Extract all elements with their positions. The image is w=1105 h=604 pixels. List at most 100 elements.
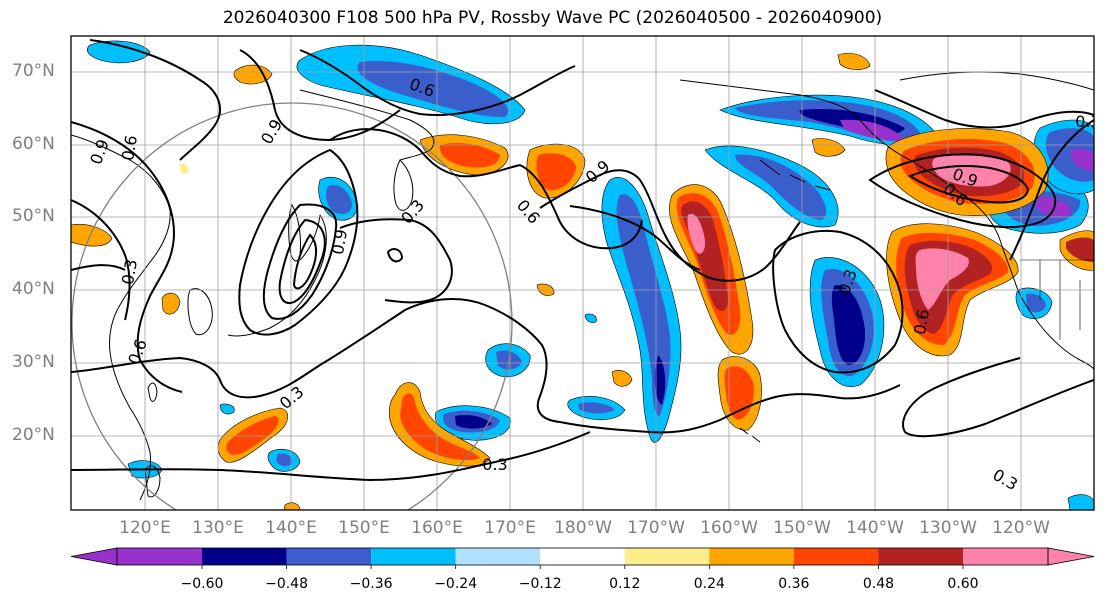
- lat-tick-label: 40°N: [12, 279, 55, 299]
- lon-tick-label: 150°W: [773, 518, 831, 538]
- pv-contours: [71, 39, 1094, 482]
- contour-small-loop: [386, 248, 404, 263]
- colorbar-segment: [624, 548, 710, 565]
- pos-anomaly-central-pacific-pink: [687, 213, 706, 254]
- contour-central-south: [559, 384, 901, 434]
- colorbar-segment: [286, 548, 372, 565]
- contour-label: 0.6: [910, 308, 933, 336]
- lon-tick-label: 120°W: [992, 518, 1050, 538]
- neg-anomaly-hudson-core: [1070, 148, 1094, 171]
- colorbar-tick-label: 0.60: [947, 576, 979, 592]
- map-title: 2026040300 F108 500 hPa PV, Rossby Wave …: [222, 8, 883, 28]
- lon-tick-label: 120°E: [119, 518, 171, 538]
- contour-label: 0.3: [1075, 112, 1100, 131]
- colorbar-segment: [371, 548, 456, 565]
- colorbar-tick-label: −0.60: [180, 576, 224, 592]
- neg-anomaly-japan-mid: [326, 185, 352, 214]
- neg-anomaly-subtropic-3-core: [455, 414, 492, 429]
- colorbar-segment: [709, 548, 794, 565]
- pos-anomaly-west-edge: [71, 223, 113, 247]
- pos-anomaly-east-edge-mid: [1066, 237, 1094, 262]
- lon-tick-label: 150°E: [338, 518, 390, 538]
- pos-anomaly-aleutian-small-mid: [536, 153, 576, 191]
- colorbar-segment: [793, 548, 879, 565]
- pos-anomaly-small-2: [161, 292, 181, 315]
- contour-asia-2: [71, 199, 131, 321]
- lat-tick-label: 70°N: [12, 61, 55, 81]
- contour-label: 0.3: [118, 258, 141, 286]
- colorbar-outline: [116, 547, 1049, 566]
- neg-anomaly-west-pacific-core: [654, 355, 666, 405]
- colorbar-segment: [455, 548, 541, 565]
- contour-label: 0.3: [482, 455, 507, 474]
- contour-north: [89, 39, 221, 161]
- lat-tick-label: 50°N: [12, 206, 55, 226]
- colorbar-extend-low: [70, 547, 118, 566]
- contour-japan-1: [262, 203, 338, 320]
- neg-anomaly-subtropic-2-mid: [578, 402, 615, 414]
- lon-tick-label: 140°W: [846, 518, 904, 538]
- contour-gulf-loop: [772, 229, 904, 374]
- contour-japan-2: [278, 218, 326, 304]
- pos-anomaly-small-6: [283, 502, 301, 510]
- neg-anomaly-gulf-core: [831, 285, 866, 365]
- contour-alaska-loop-2: [907, 165, 1030, 204]
- alaska-coast: [679, 79, 1094, 371]
- siberia-coast: [299, 89, 435, 161]
- taiwan-coast: [147, 382, 158, 402]
- contour-north-2: [299, 49, 576, 117]
- lat-tick-label: 30°N: [12, 352, 55, 372]
- reference-circle: [71, 102, 513, 510]
- pos-anomaly-subtropic-3: [611, 370, 633, 387]
- colorbar: [70, 547, 1095, 569]
- pos-anomaly-gulf-east-pink: [915, 248, 969, 310]
- aleutian-coast: [759, 159, 831, 191]
- contour-east-south: [902, 357, 1094, 438]
- lon-tick-label: 130°E: [192, 518, 244, 538]
- neg-anomaly-arctic-mid: [357, 60, 509, 118]
- lon-tick-label: 160°W: [700, 518, 758, 538]
- contour-alaska-loop-1: [868, 153, 1057, 229]
- neg-anomaly-small-4: [584, 313, 597, 323]
- neg-anomaly-alaska-south-mid: [735, 154, 827, 220]
- pos-anomaly-small-1: [233, 64, 273, 85]
- colorbar-tick-label: −0.24: [434, 576, 478, 592]
- map-area: 0.60.90.9 0.60.30.30.60.30.90.60.30.90.60…: [71, 36, 1100, 510]
- us-state-lines: [1020, 259, 1094, 340]
- hawaii-coast: [739, 427, 761, 443]
- contour-east-edge: [1009, 119, 1094, 261]
- lat-tick-label: 60°N: [12, 134, 55, 154]
- neg-anomaly-subtropic-4-mid: [276, 453, 293, 467]
- colorbar-segment: [963, 548, 1048, 565]
- neg-anomaly-purple: [840, 119, 905, 142]
- lat-tick-label: 20°N: [12, 425, 55, 445]
- lon-tick-label: 170°W: [627, 518, 685, 538]
- colorbar-segment: [117, 548, 202, 565]
- pos-anomaly-small-5: [837, 52, 871, 70]
- contour-central: [569, 205, 701, 271]
- pos-anomaly-alaska-pink: [932, 154, 1011, 187]
- pos-anomaly-subtropic-2-mid: [400, 393, 480, 461]
- contour-west-edge: [71, 264, 126, 271]
- lon-tick-label: 180°W: [554, 518, 612, 538]
- lon-tick-label: 170°E: [484, 518, 536, 538]
- colorbar-tick-label: −0.36: [349, 576, 393, 592]
- pos-anomaly-subtropic-1-mid: [226, 416, 279, 456]
- neg-anomaly-california-mid: [1026, 293, 1046, 313]
- pos-anomaly-small-7: [179, 163, 189, 174]
- contour-asia-1: [71, 121, 183, 393]
- korea-coast: [187, 288, 213, 336]
- philippines-coast: [144, 465, 161, 498]
- lon-tick-label: 130°W: [919, 518, 977, 538]
- contour-mid-pacific: [539, 169, 801, 282]
- colorbar-extend-high: [1047, 547, 1095, 566]
- contour-right-top: [874, 89, 1094, 129]
- contour-lower-west: [71, 431, 591, 482]
- contour-japan-outer: [238, 148, 359, 336]
- pos-anomaly-aleutian-top-mid: [439, 143, 500, 168]
- colorbar-tick-label: 0.36: [778, 576, 810, 592]
- colorbar-tick-label: −0.48: [265, 576, 308, 592]
- contour-pacific-main: [329, 128, 643, 250]
- kamchatka-coast: [393, 159, 414, 211]
